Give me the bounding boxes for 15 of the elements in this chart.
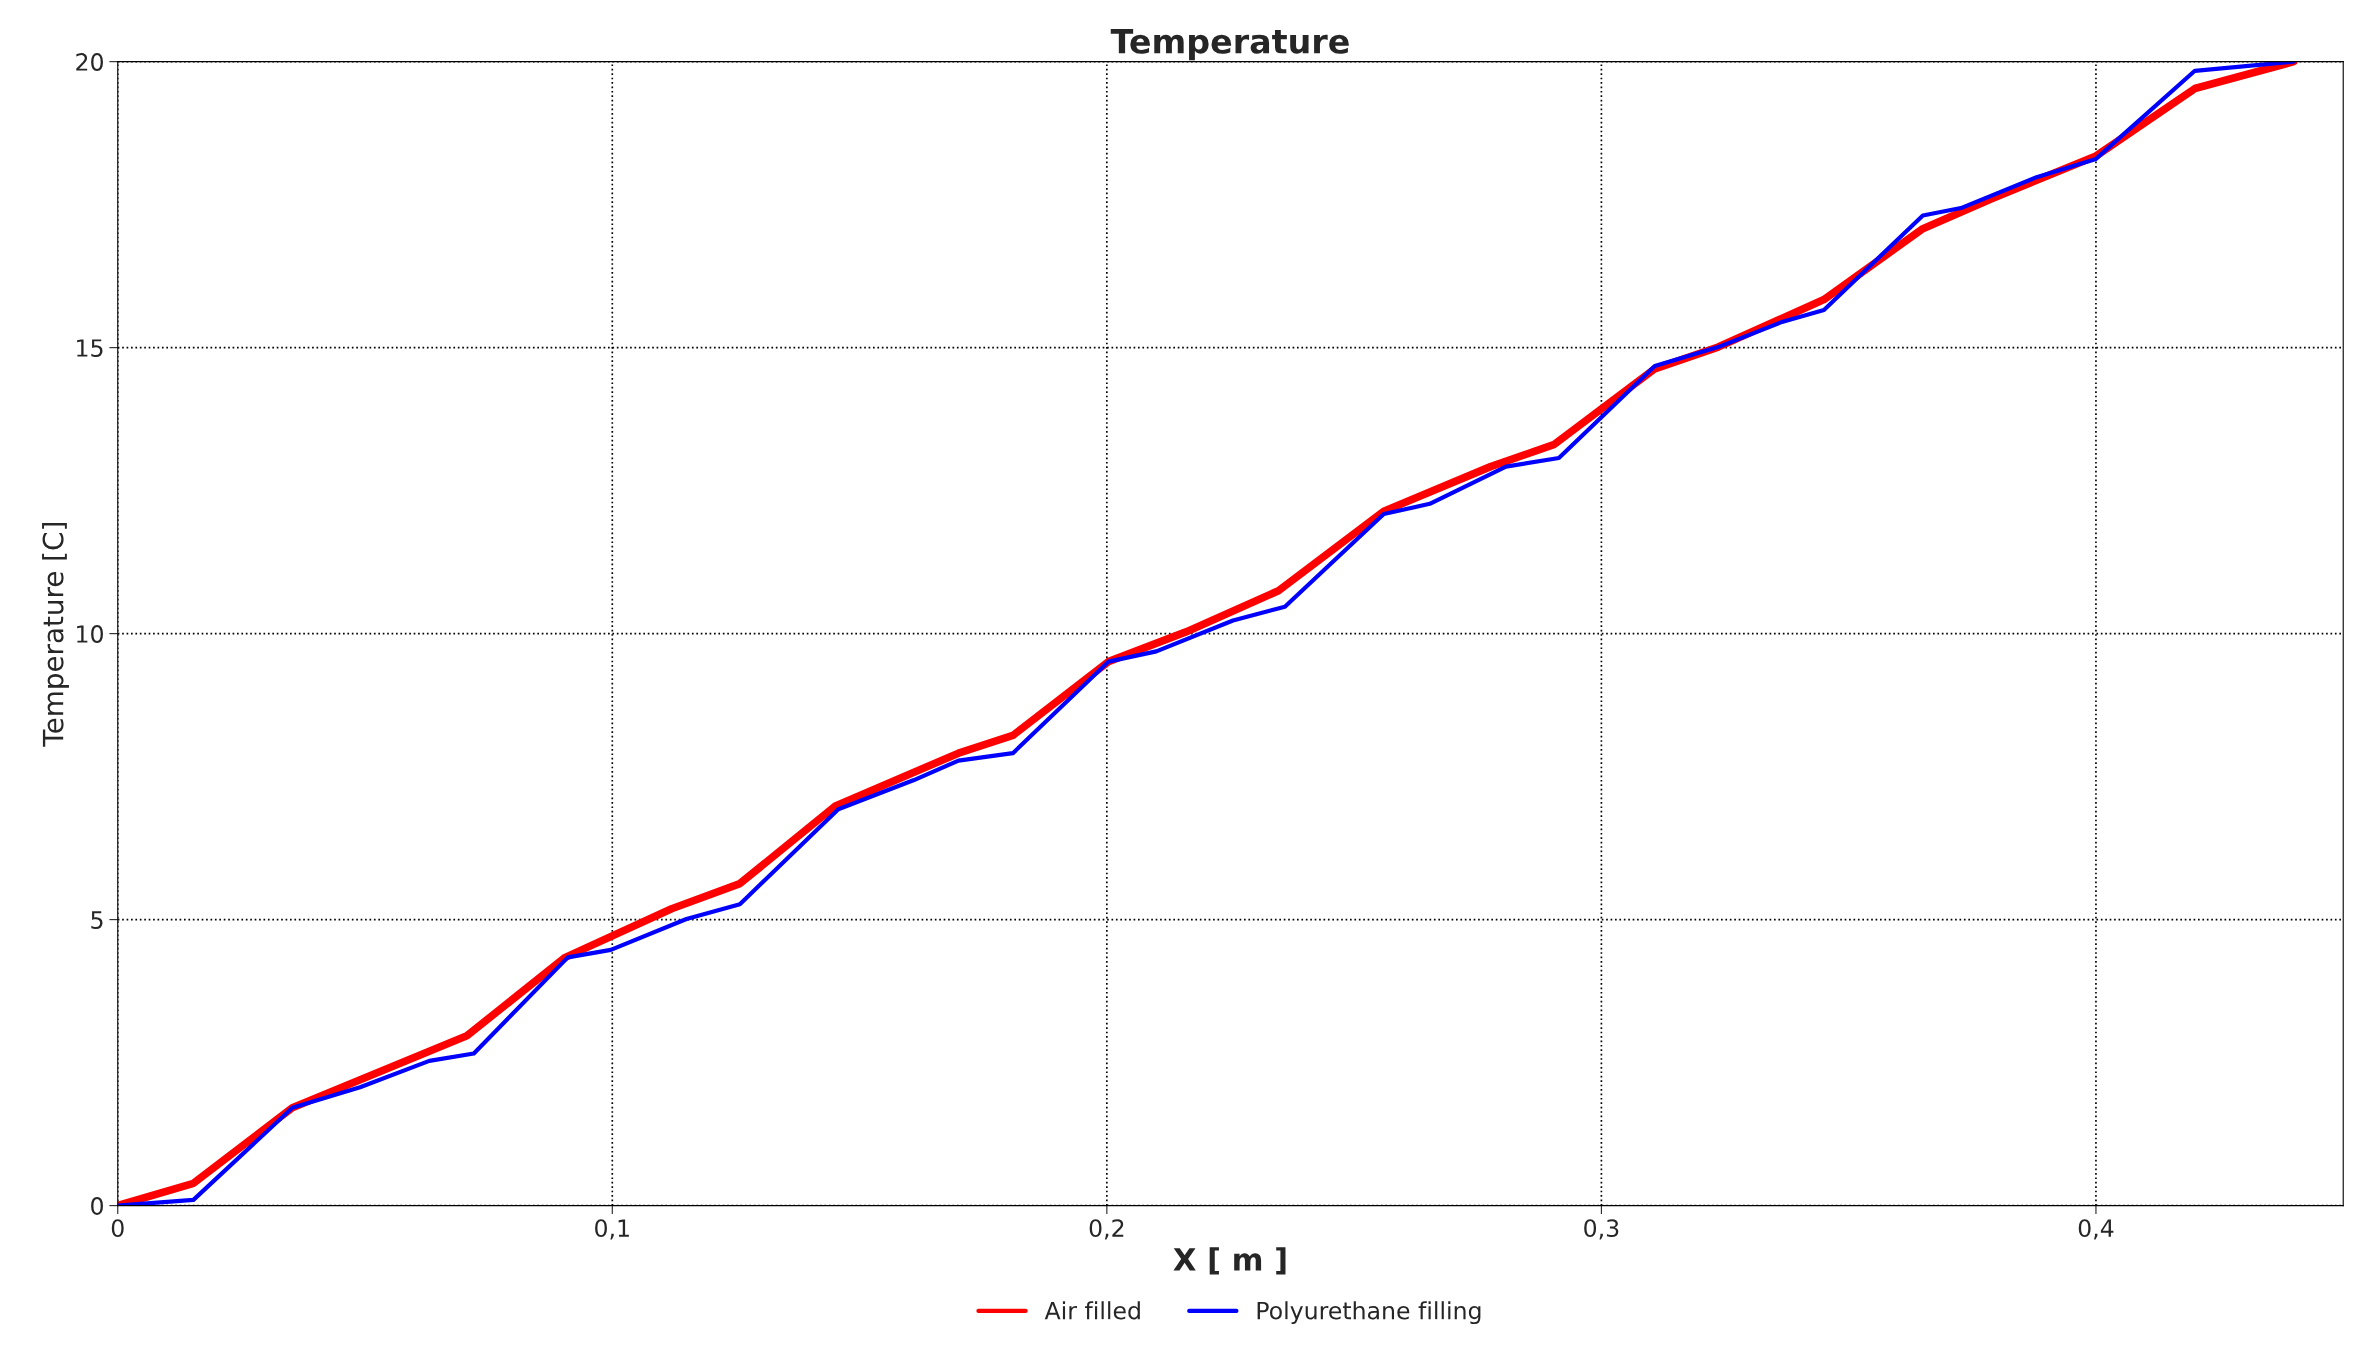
x-tick-label: 0,3 bbox=[1584, 1219, 1619, 1240]
y-tick-label: 5 bbox=[91, 911, 103, 929]
x-tick-label: 0,1 bbox=[595, 1219, 629, 1240]
legend-label: Polyurethane filling bbox=[1257, 1301, 1481, 1325]
chart-title: Temperature bbox=[1110, 29, 1349, 61]
x-axis-title: X [ m ] bbox=[1173, 1247, 1286, 1275]
x-tick-label: 0,2 bbox=[1089, 1219, 1124, 1240]
y-tick-label: 10 bbox=[77, 625, 103, 643]
y-tick-label: 20 bbox=[76, 53, 103, 71]
y-tick-label: 0 bbox=[91, 1197, 103, 1215]
y-axis-title: Temperature [C] bbox=[42, 523, 69, 747]
x-tick-label: 0,4 bbox=[2078, 1219, 2114, 1240]
y-tick-label: 15 bbox=[77, 339, 103, 357]
legend-label: Air filled bbox=[1044, 1301, 1140, 1320]
x-tick-label: 0 bbox=[111, 1219, 124, 1238]
